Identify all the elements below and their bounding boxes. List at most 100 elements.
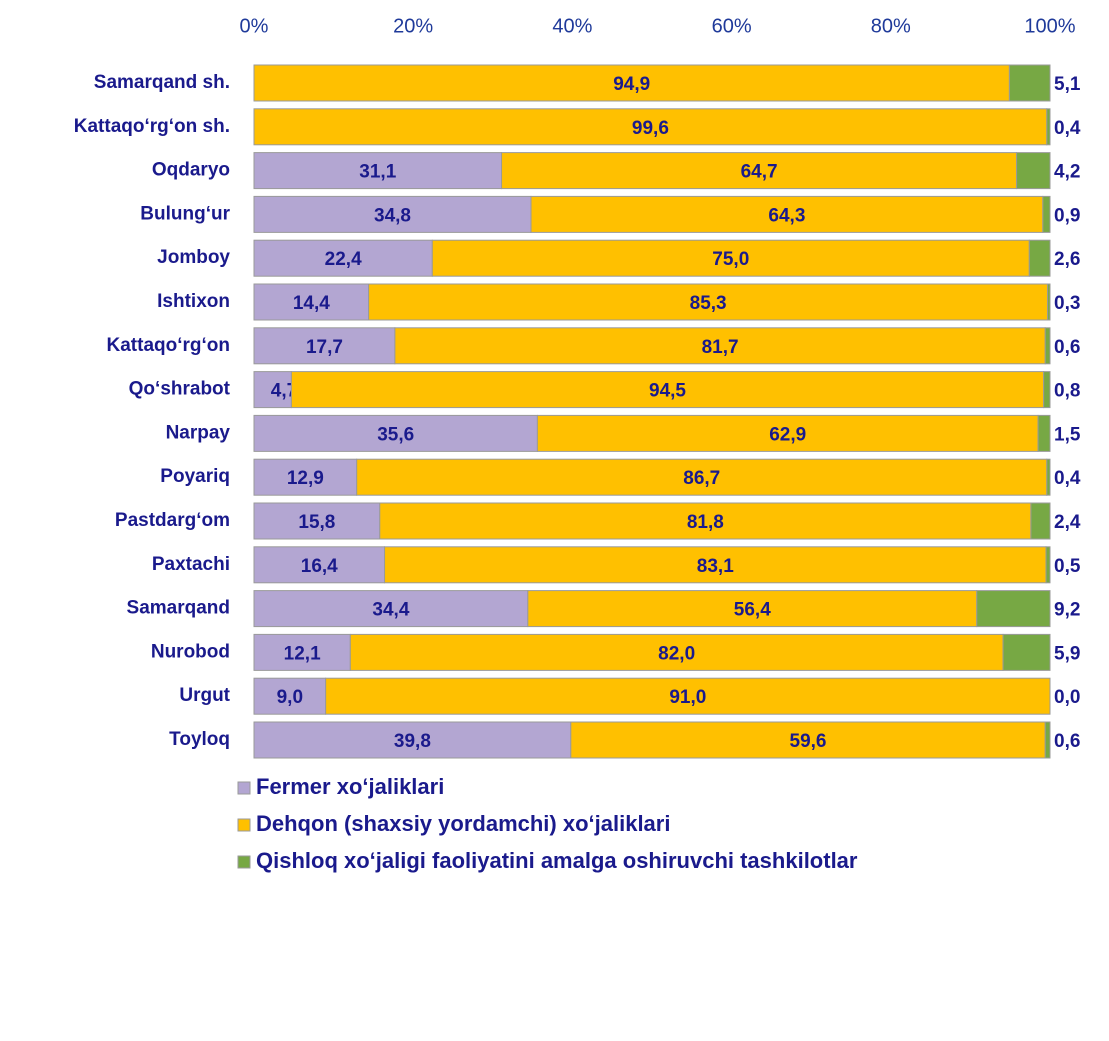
y-tick-label: Bulung‘ur (140, 203, 230, 224)
data-label: 81,7 (702, 337, 739, 358)
data-label: 82,0 (658, 643, 695, 664)
x-tick-label: 100% (1024, 15, 1075, 37)
y-tick-label: Samarqand sh. (94, 72, 230, 93)
bar-segment (379, 502, 1032, 540)
bar-segment (431, 239, 1030, 277)
bar-segment (253, 239, 433, 277)
bar-segment (527, 590, 978, 628)
data-label: 85,3 (690, 293, 727, 314)
data-label: 86,7 (683, 468, 720, 489)
data-label: 34,4 (372, 600, 409, 621)
data-label: 2,6 (1054, 249, 1080, 270)
bar-segment (253, 633, 351, 671)
bar-segment (1002, 633, 1051, 671)
bar-segment (253, 590, 529, 628)
bar-segment (536, 414, 1039, 452)
y-tick-label: Qo‘shrabot (129, 379, 231, 400)
legend-label: Qishloq xo‘jaligi faoliyatini amalga osh… (256, 848, 858, 873)
data-label: 0,4 (1054, 468, 1081, 489)
data-label: 1,5 (1054, 424, 1081, 445)
y-tick-label: Narpay (166, 422, 231, 443)
data-label: 83,1 (697, 556, 734, 577)
bar-segment (349, 633, 1004, 671)
bar-segment (1030, 502, 1051, 540)
x-tick-label: 40% (552, 15, 592, 37)
data-label: 12,1 (284, 643, 321, 664)
data-label: 9,2 (1054, 600, 1080, 621)
bar-segment (1043, 371, 1051, 409)
data-label: 2,4 (1054, 512, 1081, 533)
data-label: 12,9 (287, 468, 324, 489)
legend-label: Fermer xo‘jaliklari (256, 774, 444, 799)
bar-segment (1008, 64, 1051, 102)
data-label: 56,4 (734, 600, 771, 621)
data-label: 0,6 (1054, 337, 1080, 358)
legend-swatch (237, 855, 251, 869)
legend-swatch (237, 818, 251, 832)
data-label: 0,9 (1054, 205, 1080, 226)
data-label: 39,8 (394, 731, 431, 752)
bar-segment (253, 327, 396, 365)
data-label: 4,7 (271, 381, 297, 402)
bar-segment (253, 546, 386, 584)
y-tick-label: Poyariq (160, 466, 230, 487)
data-label: 31,1 (359, 162, 396, 183)
data-label: 64,7 (741, 162, 778, 183)
y-tick-label: Kattaqo‘rg‘on sh. (74, 116, 230, 137)
y-tick-label: Toyloq (169, 729, 230, 750)
data-label: 22,4 (325, 249, 362, 270)
bar-segment (1016, 152, 1051, 190)
bar-segment (1044, 721, 1051, 759)
data-label: 15,8 (298, 512, 335, 533)
data-label: 0,3 (1054, 293, 1080, 314)
legend-swatch (237, 781, 251, 795)
y-tick-label: Oqdaryo (152, 160, 230, 181)
bar-segment (1028, 239, 1051, 277)
bar-segment (1046, 458, 1051, 496)
bar-segment (570, 721, 1046, 759)
y-tick-label: Jomboy (157, 247, 230, 268)
bar-segment (1044, 327, 1051, 365)
bar-segment (976, 590, 1051, 628)
bar-segment (1046, 108, 1051, 146)
y-tick-label: Pastdarg‘om (115, 510, 230, 531)
data-label: 5,1 (1054, 74, 1081, 95)
data-label: 5,9 (1054, 643, 1080, 664)
data-label: 94,5 (649, 381, 686, 402)
data-label: 99,6 (632, 118, 669, 139)
bar-segment (1045, 546, 1051, 584)
data-label: 0,4 (1054, 118, 1081, 139)
y-tick-label: Urgut (179, 685, 230, 706)
y-tick-label: Paxtachi (152, 554, 230, 575)
data-label: 75,0 (712, 249, 749, 270)
x-tick-label: 0% (240, 15, 269, 37)
bar-segment (325, 677, 1051, 715)
bar-segment (530, 195, 1044, 233)
data-label: 4,2 (1054, 162, 1080, 183)
data-label: 94,9 (613, 74, 650, 95)
y-tick-label: Ishtixon (157, 291, 230, 312)
bar-segment (253, 195, 532, 233)
bar-segment (253, 371, 292, 409)
bar-segment (1037, 414, 1051, 452)
data-label: 0,0 (1054, 687, 1080, 708)
data-label: 35,6 (377, 424, 414, 445)
bar-segment (501, 152, 1018, 190)
data-label: 64,3 (768, 205, 805, 226)
y-tick-label: Samarqand (127, 598, 230, 619)
data-label: 59,6 (790, 731, 827, 752)
data-label: 91,0 (669, 687, 706, 708)
data-label: 17,7 (306, 337, 343, 358)
data-label: 14,4 (293, 293, 330, 314)
bar-segment (253, 283, 370, 321)
data-label: 0,6 (1054, 731, 1080, 752)
bar-segment (384, 546, 1047, 584)
bar-segment (253, 414, 538, 452)
data-label: 16,4 (301, 556, 338, 577)
data-label: 62,9 (769, 424, 806, 445)
data-label: 0,5 (1054, 556, 1081, 577)
data-label: 34,8 (374, 205, 411, 226)
bar-segment (1047, 283, 1051, 321)
data-label: 9,0 (277, 687, 303, 708)
